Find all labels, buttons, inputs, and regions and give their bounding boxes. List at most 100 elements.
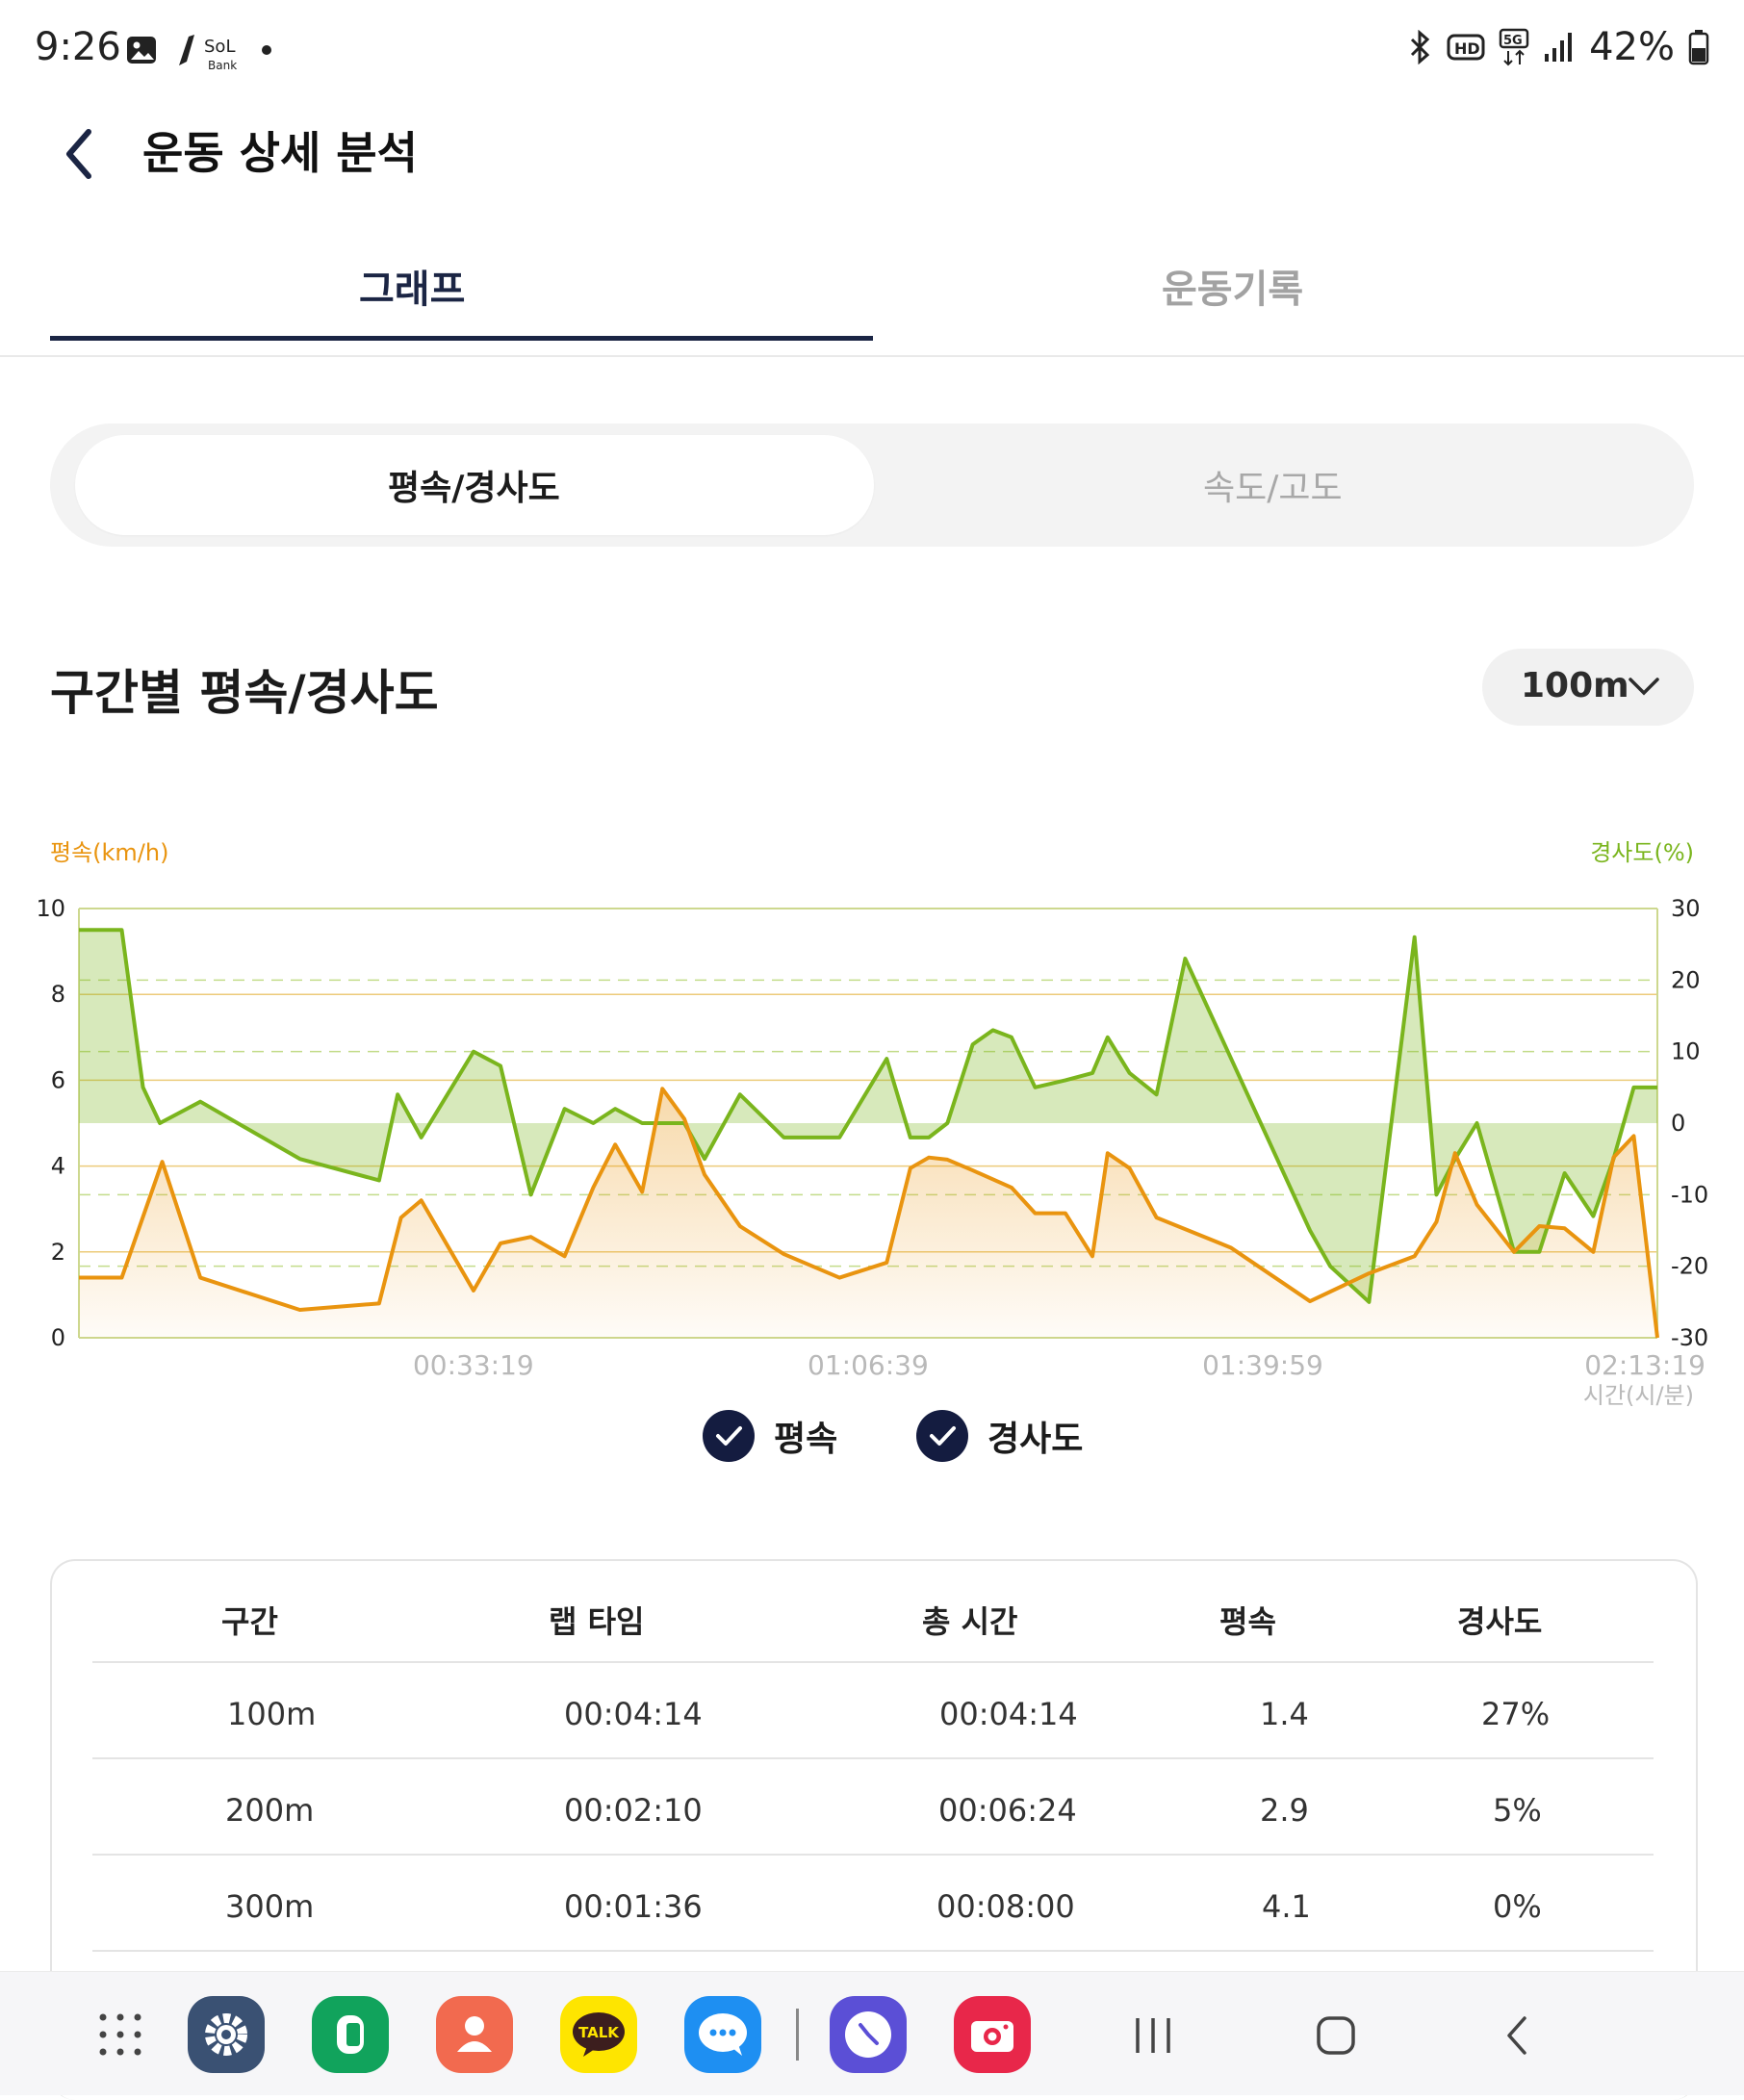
header-slope: 경사도: [1457, 1603, 1543, 1640]
x-tick: 02:13:19: [1584, 1349, 1706, 1381]
cell-slope: 0%: [1493, 1888, 1542, 1925]
settings-icon[interactable]: [188, 1996, 265, 2073]
check-icon: [916, 1410, 968, 1462]
5g-icon: 5G: [1499, 28, 1529, 66]
svg-text:SoL: SoL: [204, 37, 235, 57]
signal-icon: [1545, 33, 1573, 62]
home-icon[interactable]: [1315, 2014, 1357, 2057]
y-left-axis-label: 평속(km/h): [50, 839, 168, 866]
camera-icon[interactable]: [954, 1996, 1031, 2073]
tab-divider: [0, 355, 1744, 357]
interval-dropdown[interactable]: 100m: [1482, 649, 1694, 726]
y-right-axis-label: 경사도(%): [1590, 839, 1694, 866]
svg-text:HD: HD: [1454, 39, 1480, 58]
tab-indicator: [50, 336, 873, 341]
app-bar: 운동 상세 분석: [0, 101, 1744, 236]
tab-exercise-record[interactable]: 운동기록: [1162, 268, 1304, 312]
y-right-tick: -10: [1671, 1181, 1708, 1208]
table-row: 200m 00:02:10 00:06:24 2.9 5%: [92, 1757, 1654, 1856]
apps-grid-icon[interactable]: [96, 2010, 144, 2059]
image-icon: [127, 37, 156, 64]
cell-total-time: 00:08:00: [936, 1888, 1075, 1925]
hd-icon: HD: [1447, 34, 1485, 61]
header-interval: 구간: [221, 1603, 278, 1640]
chevron-down-icon: [1629, 678, 1659, 696]
cell-slope: 5%: [1493, 1792, 1542, 1829]
kakaotalk-icon[interactable]: TALK: [560, 1996, 637, 2073]
contacts-icon[interactable]: [436, 1996, 513, 2073]
cell-lap-time: 00:04:14: [564, 1696, 703, 1732]
cell-total-time: 00:04:14: [939, 1696, 1078, 1732]
cell-total-time: 00:06:24: [938, 1792, 1077, 1829]
page-title: 운동 상세 분석: [142, 127, 418, 179]
check-icon: [703, 1410, 755, 1462]
legend-slope[interactable]: 경사도: [916, 1410, 1083, 1462]
svg-text:Bank: Bank: [208, 59, 237, 72]
segment-speed-altitude[interactable]: 속도/고도: [1203, 469, 1343, 508]
recents-icon[interactable]: [1132, 2014, 1174, 2057]
messages-icon[interactable]: [684, 1996, 761, 2073]
cell-avg-speed: 4.1: [1262, 1888, 1311, 1925]
bottom-taskbar: TALK: [0, 1971, 1744, 2095]
y-right-tick: 0: [1671, 1110, 1685, 1137]
section-title: 구간별 평속/경사도: [50, 665, 439, 721]
header-total-time: 총 시간: [922, 1603, 1018, 1640]
phone-icon[interactable]: [312, 1996, 389, 2073]
y-right-tick: -20: [1671, 1253, 1708, 1280]
chart-type-segment: 평속/경사도 속도/고도: [50, 423, 1694, 547]
battery-icon: [1688, 30, 1709, 65]
x-tick: 01:06:39: [808, 1349, 929, 1381]
cell-avg-speed: 1.4: [1260, 1696, 1309, 1732]
speed-slope-chart: 평속(km/h) 경사도(%) 10864203020100-10-20-300…: [36, 839, 1708, 1409]
dot-icon: [262, 45, 271, 55]
segment-speed-slope[interactable]: 평속/경사도: [388, 469, 560, 508]
svg-text:5G: 5G: [1503, 34, 1523, 48]
kakao-label: TALK: [578, 2024, 620, 2041]
table-row-partial: [92, 1950, 1654, 2048]
cell-interval: 200m: [225, 1792, 315, 1829]
y-left-tick: 2: [51, 1239, 65, 1266]
battery-percent: 42%: [1589, 25, 1675, 69]
y-left-tick: 4: [51, 1153, 65, 1180]
cell-slope: 27%: [1481, 1696, 1551, 1732]
tab-graph[interactable]: 그래프: [359, 268, 466, 312]
y-left-tick: 0: [51, 1324, 65, 1351]
y-left-tick: 6: [51, 1066, 65, 1093]
back-icon[interactable]: [1498, 2014, 1540, 2057]
slope-area: [79, 930, 1657, 1302]
legend-speed[interactable]: 평속: [703, 1410, 837, 1462]
dock-divider: [796, 2009, 799, 2061]
header-avg-speed: 평속: [1219, 1603, 1276, 1640]
y-right-tick: 20: [1671, 966, 1701, 993]
table-row: 100m 00:04:14 00:04:14 1.4 27%: [92, 1661, 1654, 1759]
speed-area: [79, 1088, 1657, 1338]
speed-line: [79, 1087, 1659, 1339]
status-bar: 9:26 SoL Bank HD 5G 42%: [0, 0, 1744, 101]
legend-speed-label: 평속: [774, 1420, 838, 1459]
table-header: 구간 랩 타임 총 시간 평속 경사도: [52, 1561, 1696, 1661]
clock-icon[interactable]: [830, 1996, 907, 2073]
cell-lap-time: 00:02:10: [564, 1792, 703, 1829]
x-axis-label: 시간(시/분): [1583, 1382, 1694, 1409]
back-arrow-icon[interactable]: [56, 120, 104, 188]
y-left-tick: 8: [51, 981, 65, 1008]
y-right-tick: 10: [1671, 1038, 1701, 1065]
legend-slope-label: 경사도: [987, 1420, 1084, 1459]
y-right-tick: 30: [1671, 895, 1701, 922]
segment-active-pill: [75, 435, 874, 535]
cell-avg-speed: 2.9: [1260, 1792, 1309, 1829]
bluetooth-icon: [1411, 30, 1430, 64]
sol-bank-icon: SoL Bank: [179, 35, 237, 72]
header-lap-time: 랩 타임: [549, 1603, 645, 1640]
interval-table: 구간 랩 타임 총 시간 평속 경사도 100m 00:04:14 00:04:…: [50, 1559, 1698, 2100]
y-right-tick: -30: [1671, 1324, 1708, 1351]
interval-value: 100m: [1521, 666, 1629, 705]
x-tick: 01:39:59: [1202, 1349, 1323, 1381]
status-notification-icons: SoL Bank: [125, 27, 273, 73]
y-left-tick: 10: [36, 895, 65, 922]
status-time: 9:26: [35, 25, 121, 69]
x-tick: 00:33:19: [413, 1349, 534, 1381]
status-system-icons: HD 5G 42%: [1406, 25, 1709, 69]
table-row: 300m 00:01:36 00:08:00 4.1 0%: [92, 1854, 1654, 1952]
cell-lap-time: 00:01:36: [564, 1888, 703, 1925]
